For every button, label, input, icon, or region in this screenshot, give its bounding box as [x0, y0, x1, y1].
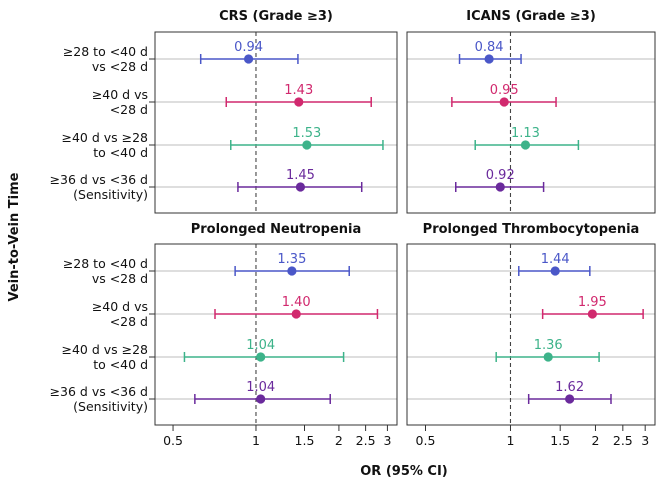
point-estimate	[550, 266, 560, 276]
point-estimate	[484, 54, 494, 64]
value-label: 1.45	[286, 168, 315, 183]
row-label-line1: ≥28 to <40 d	[63, 256, 148, 271]
point-estimate	[256, 352, 266, 362]
x-tick-label: 2.5	[613, 433, 633, 448]
row-label-line1: ≥28 to <40 d	[63, 44, 148, 59]
x-tick-label: 2	[591, 433, 599, 448]
row-label: ≥28 to <40 d vs <28 d	[63, 44, 148, 74]
point-estimate	[520, 140, 531, 150]
x-tick-label: 3	[641, 433, 649, 448]
row-label: ≥40 d vs <28 d	[92, 87, 148, 117]
point-estimate	[495, 182, 505, 192]
row-label: ≥28 to <40 d vs <28 d	[63, 256, 148, 286]
point-estimate	[499, 97, 509, 107]
value-label: 1.53	[292, 126, 321, 141]
row-label-line2: to <40 d	[93, 145, 148, 160]
x-tick-label: 2	[335, 433, 343, 448]
row-label-line1: ≥40 d vs	[92, 87, 148, 102]
row-label: ≥36 d vs <36 d (Sensitivity)	[50, 172, 148, 202]
value-label: 1.04	[246, 338, 275, 353]
panel-title: Prolonged Neutropenia	[191, 222, 362, 237]
value-label: 0.95	[490, 83, 519, 98]
panel-frame	[406, 243, 656, 426]
x-axis-title: OR (95% CI)	[360, 464, 448, 479]
value-label: 1.95	[578, 295, 607, 310]
value-label: 1.13	[511, 126, 540, 141]
panel-title: Prolonged Thrombocytopenia	[423, 222, 640, 237]
point-estimate	[287, 266, 297, 276]
point-estimate	[291, 309, 301, 319]
x-tick-label: 1	[252, 433, 260, 448]
x-tick-label: 1	[507, 433, 515, 448]
value-label: 1.04	[246, 380, 275, 395]
point-estimate	[302, 140, 312, 150]
point-estimate	[587, 309, 597, 319]
point-estimate	[294, 97, 304, 107]
row-label-line2: vs <28 d	[92, 59, 148, 74]
x-tick-label: 2.5	[356, 433, 376, 448]
panel-title: ICANS (Grade ≥3)	[466, 9, 596, 24]
row-label-line2: <28 d	[110, 102, 148, 117]
row-label: ≥40 d vs <28 d	[92, 299, 148, 329]
point-estimate	[295, 182, 306, 192]
row-label: ≥40 d vs ≥28 to <40 d	[61, 342, 148, 372]
value-label: 1.44	[541, 252, 570, 267]
row-label-line1: ≥36 d vs <36 d	[50, 384, 148, 399]
value-label: 0.94	[234, 40, 263, 55]
row-label: ≥36 d vs <36 d (Sensitivity)	[50, 384, 148, 414]
panel-4: Prolonged Thrombocytopenia 1.44 1.95 1.36 1.…	[406, 222, 656, 448]
panel-frame	[154, 243, 398, 426]
x-tick-label: 0.5	[416, 433, 436, 448]
value-label: 1.35	[277, 252, 306, 267]
x-tick-label: 0.5	[163, 433, 183, 448]
value-label: 1.43	[284, 83, 313, 98]
point-estimate	[243, 54, 254, 64]
row-label-line2: (Sensitivity)	[73, 399, 148, 414]
value-label: 0.84	[475, 40, 504, 55]
x-tick-label: 1.5	[550, 433, 570, 448]
panel-1: CRS (Grade ≥3) 0.94 1.43 1.53 1.45	[154, 9, 398, 214]
point-estimate	[565, 394, 575, 404]
value-label: 1.62	[555, 380, 584, 395]
value-label: 1.36	[534, 338, 563, 353]
panel-3: Prolonged Neutropenia 1.35 1.40 1.04 1.04 0.5…	[154, 222, 398, 448]
panel-2: ICANS (Grade ≥3) 0.84 0.95 1.13 0.92	[406, 9, 656, 214]
panel-title: CRS (Grade ≥3)	[219, 9, 333, 24]
row-label-line2: (Sensitivity)	[73, 187, 148, 202]
row-label: ≥40 d vs ≥28 to <40 d	[61, 130, 148, 160]
row-label-line2: to <40 d	[93, 357, 148, 372]
point-estimate	[256, 394, 266, 404]
value-label: 0.92	[486, 168, 515, 183]
value-label: 1.40	[282, 295, 311, 310]
panel-frame	[406, 31, 656, 214]
panel-frame	[154, 31, 398, 214]
row-label-line2: <28 d	[110, 314, 148, 329]
y-axis-title: Vein-to-Vein Time	[7, 172, 22, 301]
row-label-line1: ≥40 d vs	[92, 299, 148, 314]
x-tick-label: 1.5	[295, 433, 315, 448]
row-label-line1: ≥36 d vs <36 d	[50, 172, 148, 187]
row-label-line1: ≥40 d vs ≥28	[61, 130, 148, 145]
point-estimate	[543, 352, 553, 362]
row-label-line2: vs <28 d	[92, 271, 148, 286]
row-label-line1: ≥40 d vs ≥28	[61, 342, 148, 357]
x-tick-label: 3	[383, 433, 391, 448]
